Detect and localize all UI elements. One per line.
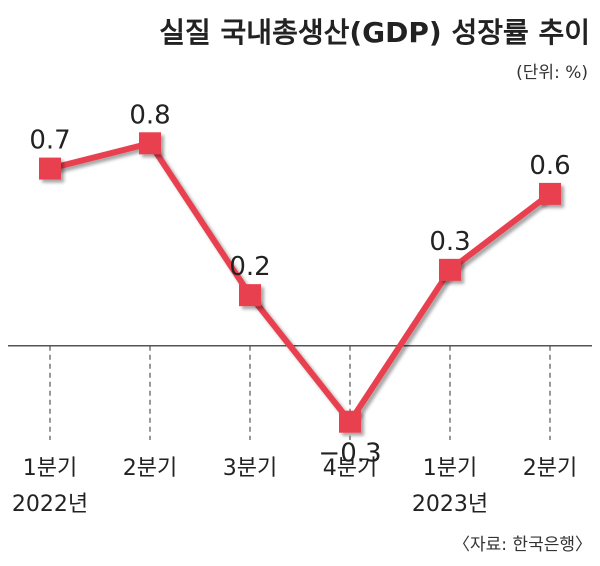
plot-area: 0.7 0.8 0.2 −0.3 0.3 0.6 1분기 2분기 3분기 4분기 1분기 2분기 202… (8, 100, 592, 517)
x-tick-label-3: 3분기 (223, 456, 277, 481)
x-tick-label-4: 4분기 (323, 456, 377, 481)
data-label-5: 0.3 (429, 227, 470, 257)
data-label-6: 0.6 (529, 151, 570, 181)
data-point-5 (439, 258, 461, 281)
x-tick-label-6: 2분기 (523, 456, 577, 481)
unit-note: (단위: %) (516, 63, 588, 83)
x-tick-label-5: 1분기 (423, 456, 477, 481)
year-label-5: 2023년 (412, 492, 488, 517)
source-note: 〈자료: 한국은행〉 (453, 535, 592, 555)
x-tick-label-1: 1분기 (23, 456, 77, 481)
chart-title: 실질 국내총생산(GDP) 성장률 추이 (159, 16, 590, 49)
data-point-6 (539, 182, 561, 205)
data-label-3: 0.2 (229, 252, 270, 282)
data-label-4: −0.3 (318, 439, 381, 469)
x-tick-label-2: 2분기 (123, 456, 177, 481)
year-label-1: 2022년 (12, 492, 88, 517)
data-point-3 (239, 284, 261, 307)
data-point-1 (39, 157, 61, 180)
data-label-2: 0.8 (129, 100, 170, 130)
data-point-2 (139, 132, 161, 155)
data-label-1: 0.7 (29, 126, 70, 156)
series-line (47, 140, 553, 425)
data-point-4 (339, 410, 361, 433)
